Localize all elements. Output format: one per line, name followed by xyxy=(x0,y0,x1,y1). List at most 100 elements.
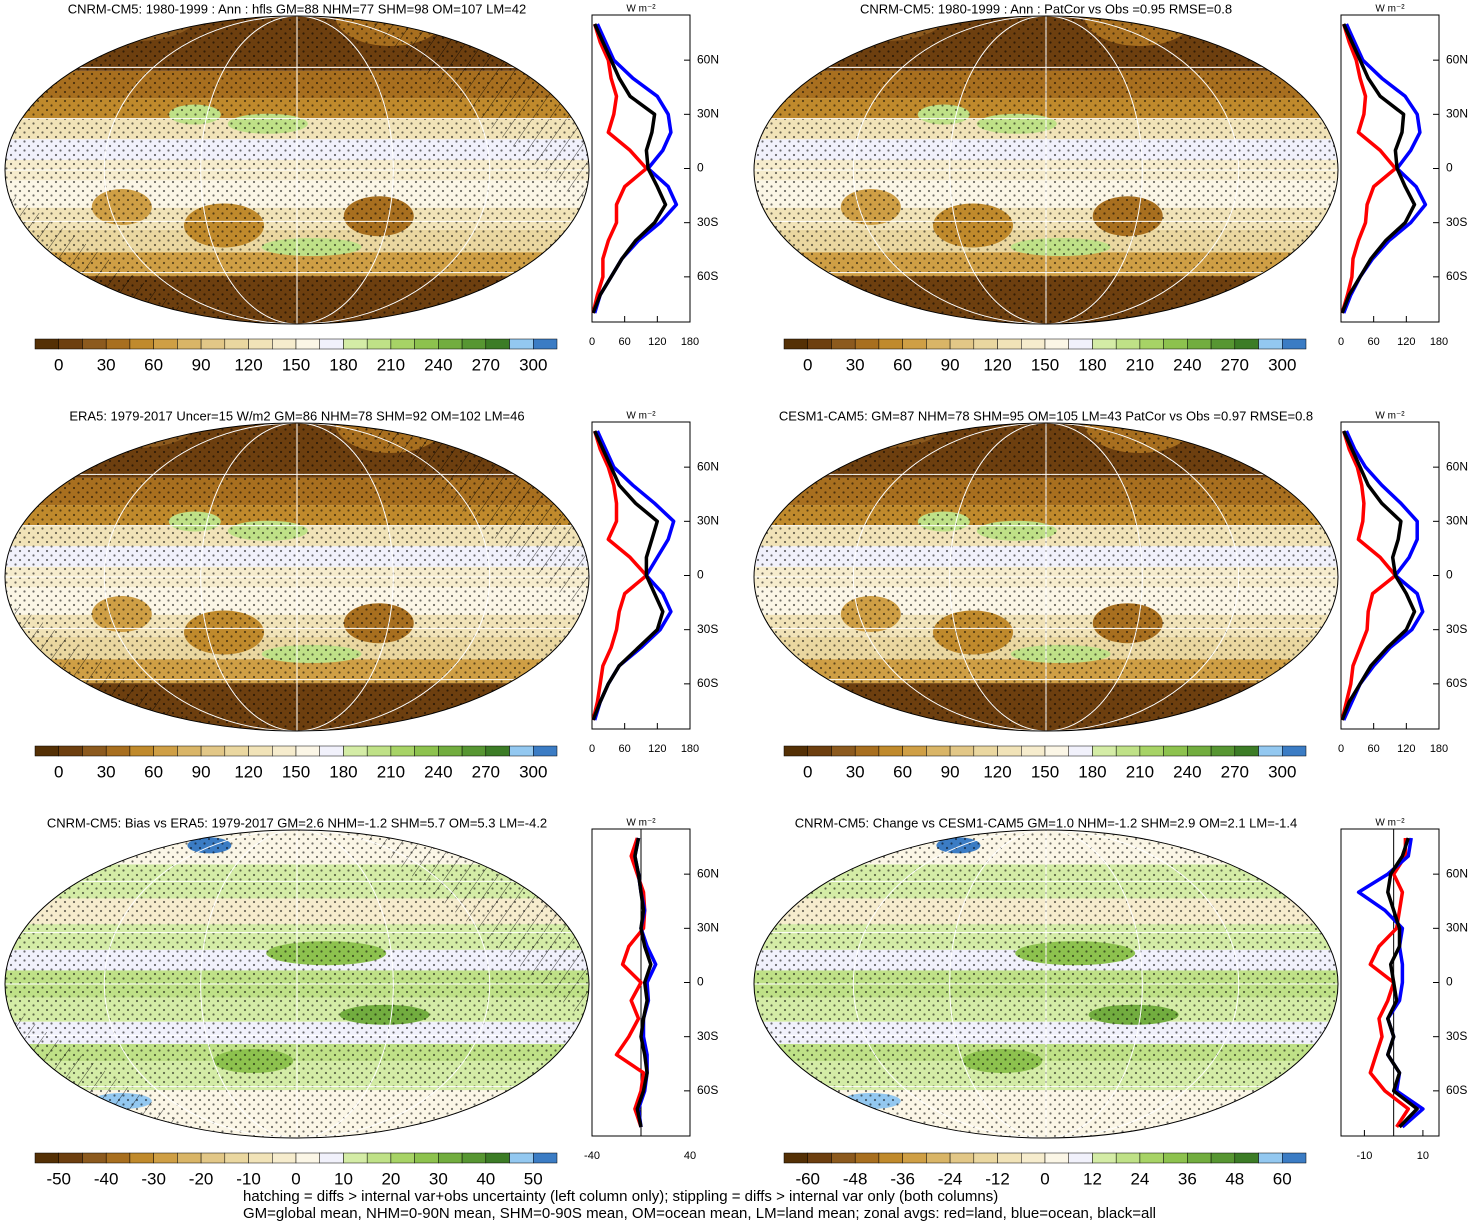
colorbar-swatch xyxy=(1068,338,1093,350)
colorbar-swatch xyxy=(129,1152,154,1164)
footer-line: GM=global mean, NHM=0-90N mean, SHM=0-90… xyxy=(243,1205,1156,1221)
y-tick-label: 30S xyxy=(697,622,718,636)
colorbar-swatch xyxy=(390,745,415,757)
colorbar-swatch xyxy=(366,1152,392,1164)
colorbar-swatch xyxy=(973,338,998,350)
colorbar-swatch xyxy=(129,745,154,757)
colorbar-swatch xyxy=(926,745,951,757)
y-tick-label: 30S xyxy=(697,1029,718,1043)
colorbar-label: 120 xyxy=(234,355,262,374)
colorbar-swatch xyxy=(366,745,392,757)
y-tick-label: 0 xyxy=(697,568,704,582)
colorbar-swatch xyxy=(1115,1152,1141,1164)
colorbar-swatch xyxy=(1163,1152,1188,1164)
colorbar-swatch xyxy=(783,1152,808,1164)
colorbar-label: 210 xyxy=(1126,355,1154,374)
footer-line: hatching = diffs > internal var+obs unce… xyxy=(243,1188,998,1205)
y-tick-label: 30N xyxy=(697,920,719,934)
colorbar-swatch xyxy=(177,745,202,757)
colorbar-label: 60 xyxy=(144,762,163,781)
colorbar-swatch xyxy=(177,1152,202,1164)
colorbar-label: 30 xyxy=(846,762,865,781)
panel: CESM1-CAM5: GM=87 NHM=78 SHM=95 OM=105 L… xyxy=(753,408,1468,781)
y-tick-label: 0 xyxy=(1446,975,1453,989)
y-tick-label: 60S xyxy=(1446,1083,1467,1097)
colorbar-label: 180 xyxy=(1078,762,1106,781)
map-outline xyxy=(753,15,1339,325)
y-tick-label: 30N xyxy=(1446,106,1468,120)
colorbar-swatch xyxy=(272,745,297,757)
colorbar-label: -24 xyxy=(938,1169,963,1188)
y-tick-label: 60N xyxy=(697,52,719,66)
colorbar-label: 0 xyxy=(1040,1169,1049,1188)
map-outline xyxy=(753,422,1339,732)
colorbar-swatch xyxy=(105,338,131,350)
colorbar-swatch xyxy=(949,745,975,757)
colorbar-swatch xyxy=(973,745,998,757)
colorbar-label: 210 xyxy=(377,355,405,374)
panel-title: CESM1-CAM5: GM=87 NHM=78 SHM=95 OM=105 L… xyxy=(779,408,1313,423)
map-outline xyxy=(4,422,590,732)
x-tick-label: 10 xyxy=(1417,1150,1429,1162)
colorbar-swatch xyxy=(902,338,927,350)
colorbar-label: 270 xyxy=(1221,762,1249,781)
colorbar-swatch xyxy=(1139,338,1164,350)
colorbar-swatch xyxy=(1258,1152,1283,1164)
panel-title: CNRM-CM5: Bias vs ERA5: 1979-2017 GM=2.6… xyxy=(47,815,547,830)
colorbar-swatch xyxy=(438,338,463,350)
y-tick-label: 60S xyxy=(697,1083,718,1097)
colorbar-label: 90 xyxy=(192,762,211,781)
zonal-units: W m⁻² xyxy=(626,411,656,422)
colorbar-label: 60 xyxy=(893,355,912,374)
zonal-units: W m⁻² xyxy=(626,4,656,15)
colorbar-swatch xyxy=(1092,745,1117,757)
colorbar-swatch xyxy=(854,1152,880,1164)
colorbar-swatch xyxy=(1115,745,1141,757)
x-tick-label: 120 xyxy=(1397,743,1415,755)
colorbar-swatch xyxy=(319,745,344,757)
panel-title: CNRM-CM5: 1980-1999 : Ann : hfls GM=88 N… xyxy=(68,1,526,16)
colorbar-swatch xyxy=(783,338,808,350)
y-tick-label: 30N xyxy=(1446,920,1468,934)
x-tick-label: 0 xyxy=(1338,336,1344,348)
x-tick-label: 180 xyxy=(1430,743,1448,755)
colorbar-label: -60 xyxy=(795,1169,820,1188)
colorbar-swatch xyxy=(783,745,808,757)
y-tick-label: 30S xyxy=(697,215,718,229)
colorbar-swatch xyxy=(854,338,880,350)
colorbar-swatch xyxy=(1115,338,1141,350)
colorbar-label: 150 xyxy=(1031,762,1059,781)
colorbar-swatch xyxy=(807,338,832,350)
map xyxy=(754,830,1338,1138)
colorbar-label: 40 xyxy=(476,1169,495,1188)
zonal-line xyxy=(1340,23,1417,314)
colorbar-swatch xyxy=(831,338,856,350)
colorbar-swatch xyxy=(1282,1152,1307,1164)
colorbar-swatch xyxy=(343,338,368,350)
map-outline xyxy=(4,15,590,325)
colorbar-swatch xyxy=(485,745,510,757)
colorbar-label: -10 xyxy=(236,1169,261,1188)
colorbar-label: 150 xyxy=(282,355,310,374)
y-tick-label: 60S xyxy=(697,676,718,690)
panel-title: CNRM-CM5: Change vs CESM1-CAM5 GM=1.0 NH… xyxy=(795,815,1297,830)
colorbar-swatch xyxy=(224,745,249,757)
panel: ERA5: 1979-2017 Uncer=15 W/m2 GM=86 NHM=… xyxy=(4,408,719,781)
x-tick-label: 180 xyxy=(681,743,699,755)
colorbar-label: -20 xyxy=(189,1169,214,1188)
colorbar-swatch xyxy=(997,338,1022,350)
zonal-frame xyxy=(591,421,691,730)
colorbar-swatch xyxy=(438,745,463,757)
colorbar-label: 240 xyxy=(1173,762,1201,781)
colorbar-swatch xyxy=(224,1152,249,1164)
y-tick-label: 0 xyxy=(1446,568,1453,582)
colorbar-swatch xyxy=(1021,745,1046,757)
colorbar-swatch xyxy=(1163,745,1188,757)
colorbar-swatch xyxy=(224,338,249,350)
y-tick-label: 0 xyxy=(1446,161,1453,175)
colorbar-swatch xyxy=(1068,745,1093,757)
map-outline xyxy=(4,829,590,1139)
colorbar-label: 30 xyxy=(429,1169,448,1188)
map xyxy=(5,16,589,324)
colorbar-swatch xyxy=(1163,338,1188,350)
